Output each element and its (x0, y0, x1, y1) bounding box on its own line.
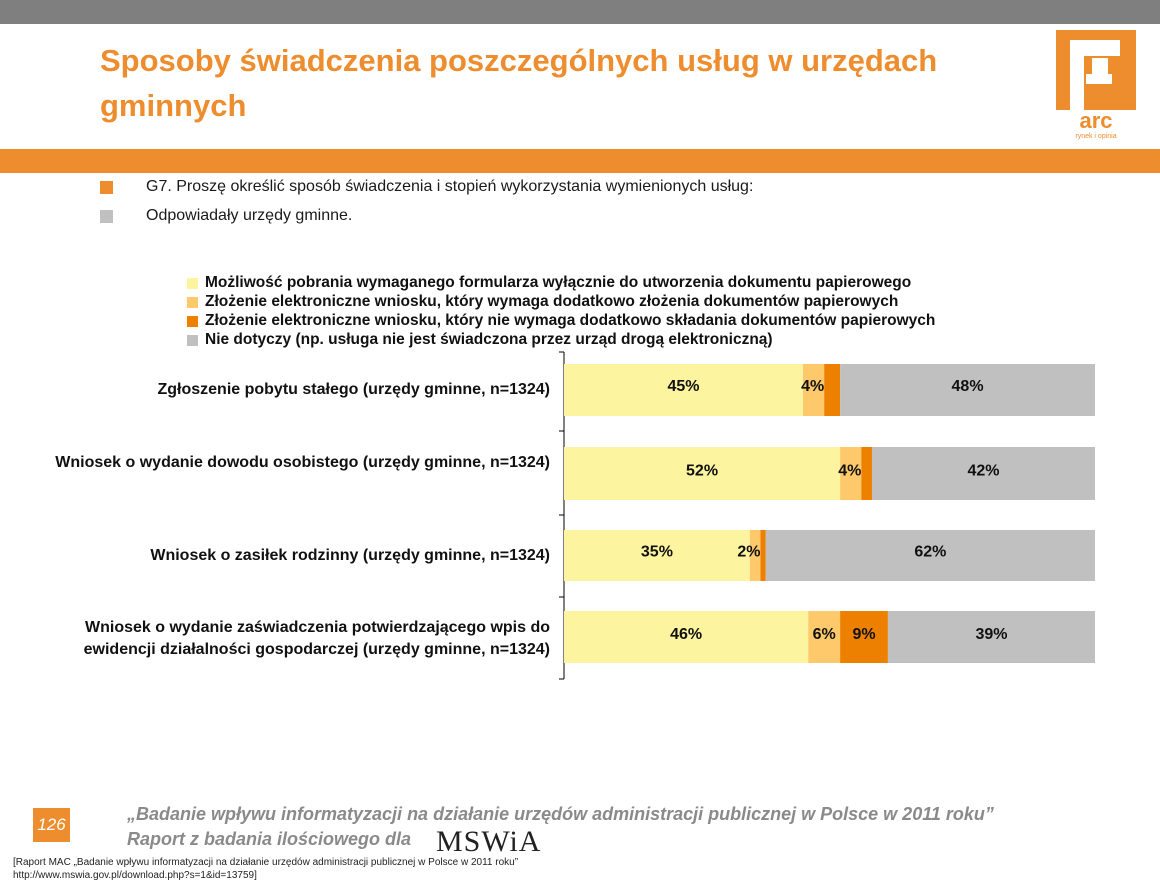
data-label: 35% (641, 544, 673, 561)
data-label: 4% (838, 463, 861, 480)
orange-divider-bar (0, 149, 1160, 173)
bar-segment (840, 447, 862, 500)
data-label: 52% (686, 463, 718, 480)
bar-segment (749, 530, 761, 581)
arc-logo: arc rynek i opinia (1056, 30, 1136, 140)
orange-square-bullet-icon (100, 181, 113, 194)
data-label: 45% (667, 378, 699, 395)
category-label: Wniosek o wydanie zaświadczenia potwierd… (83, 619, 550, 658)
bar-segment (564, 530, 750, 581)
source-line-1: [Raport MAC „Badanie wpływu informatyzac… (13, 857, 519, 868)
logo-subtext: rynek i opinia (1075, 133, 1116, 140)
data-label: 48% (952, 378, 984, 395)
data-label: 2% (737, 544, 760, 561)
bar-segment (887, 611, 1095, 663)
bar-segment (564, 364, 803, 416)
question-text: G7. Proszę określić sposób świadczenia i… (146, 178, 754, 195)
page-number: 126 (33, 808, 70, 842)
category-label: Wniosek o wydanie dowodu osobistego (urz… (55, 454, 550, 471)
data-label: 4% (801, 378, 824, 395)
legend-label: Nie dotyczy (np. usługa nie jest świadcz… (205, 331, 773, 348)
legend-swatch (187, 297, 198, 308)
data-label: 6% (813, 626, 836, 643)
data-label: 46% (670, 626, 702, 643)
bar-segment (564, 447, 841, 500)
bar-segment (760, 530, 766, 581)
legend-swatch (187, 278, 198, 289)
bar-segment (861, 447, 872, 500)
mswia-logo: MSWiA (436, 825, 542, 858)
footer-line-2: Raport z badania ilościowego dla (127, 829, 412, 849)
category-label: Zgłoszenie pobytu stałego (urzędy gminne… (157, 381, 550, 398)
page-title: Sposoby świadczenia poszczególnych usług… (100, 43, 938, 123)
bar-segment (808, 611, 841, 663)
top-gray-bar (0, 0, 1160, 24)
gray-square-bullet-icon (100, 210, 113, 223)
data-label: 62% (914, 544, 946, 561)
bar-segment (765, 530, 1095, 581)
bar-segment (840, 364, 1095, 416)
bar-segment (871, 447, 1095, 500)
legend-label: Możliwość pobrania wymaganego formularza… (205, 274, 912, 291)
logo-text: arc (1079, 108, 1112, 133)
bar-segment (802, 364, 825, 416)
base-text: Odpowiadały urzędy gminne. (146, 207, 353, 224)
footer-citation: „Badanie wpływu informatyzacji na działa… (127, 802, 994, 852)
footer-line-1: „Badanie wpływu informatyzacji na działa… (127, 804, 994, 824)
category-label: Wniosek o zasiłek rodzinny (urzędy gminn… (150, 547, 550, 564)
legend-label: Złożenie elektroniczne wniosku, który ni… (205, 312, 936, 329)
bar-segment (824, 364, 841, 416)
source-note: [Raport MAC „Badanie wpływu informatyzac… (13, 856, 518, 882)
data-label: 42% (967, 463, 999, 480)
legend-label: Złożenie elektroniczne wniosku, który wy… (205, 293, 899, 310)
bar-segment (840, 611, 888, 663)
bar-segment (564, 611, 809, 663)
source-line-2: http://www.mswia.gov.pl/download.php?s=1… (13, 870, 257, 881)
legend-swatch (187, 316, 198, 327)
data-label: 39% (975, 626, 1007, 643)
legend-swatch (187, 335, 198, 346)
data-label: 9% (852, 626, 875, 643)
